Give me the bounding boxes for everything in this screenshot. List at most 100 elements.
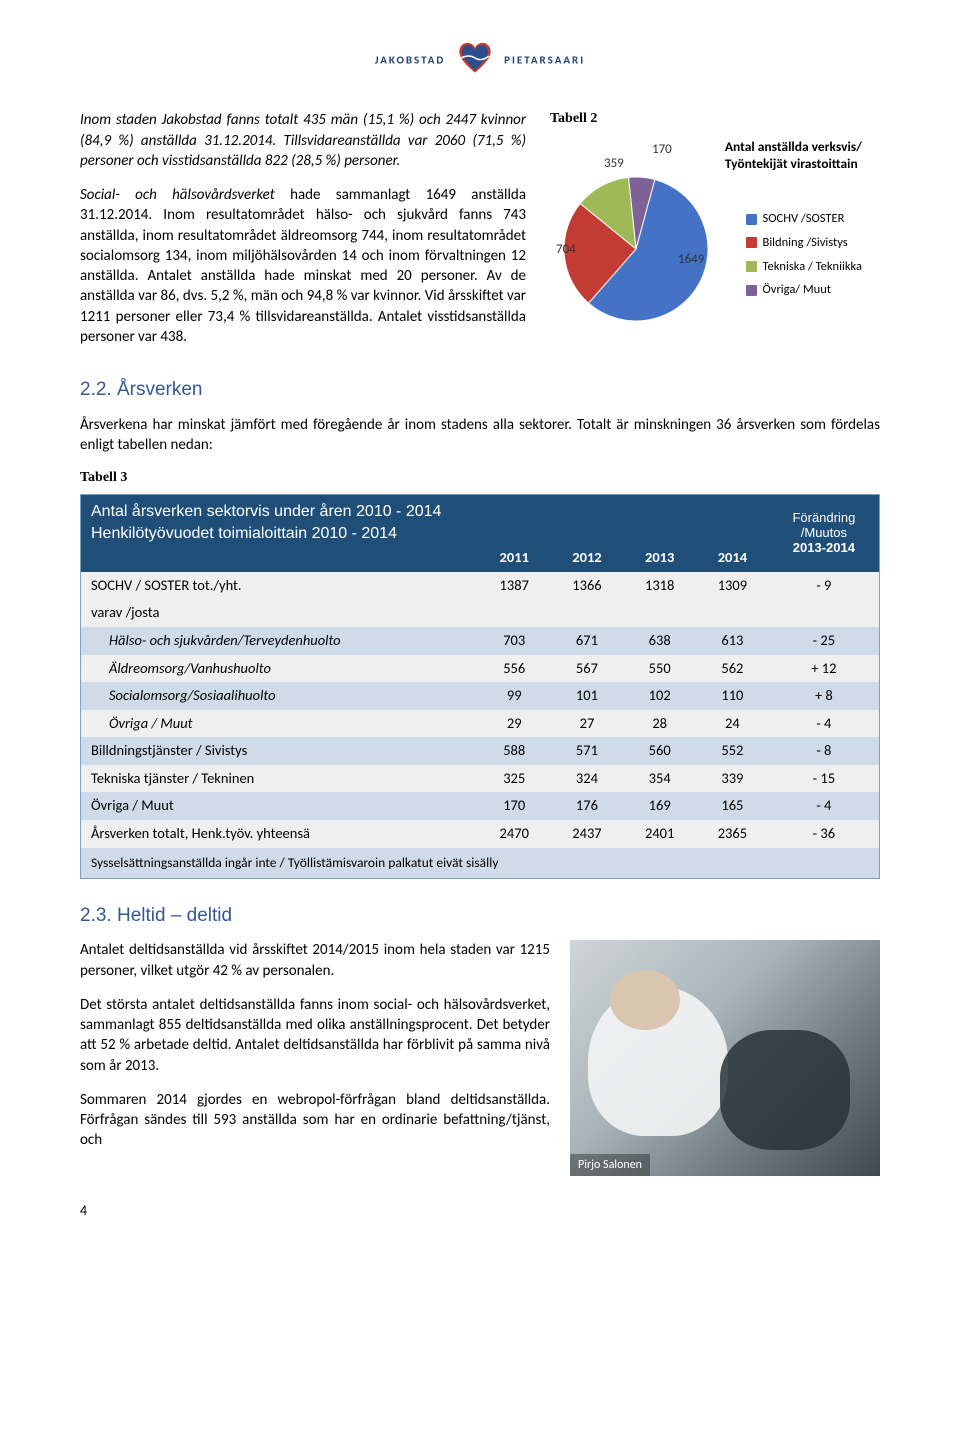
- legend-label: Övriga/ Muut: [763, 278, 831, 302]
- table-cell: 613: [696, 627, 769, 655]
- table-cell: 176: [551, 792, 624, 820]
- table-row-label: Hälso- och sjukvården/Terveydenhuolto: [81, 627, 478, 655]
- sec23-p3: Sommaren 2014 gjordes en webropol-förfrå…: [80, 1090, 550, 1151]
- table-row-label: Billdningstjänster / Sivistys: [81, 737, 478, 765]
- table-title-l1: Antal årsverken sektorvis under åren 201…: [91, 501, 759, 523]
- table-row-label: varav /josta: [81, 599, 478, 627]
- table-cell: 638: [623, 627, 696, 655]
- table-cell: 2470: [478, 820, 551, 848]
- pie-label-359: 359: [604, 155, 624, 173]
- table-change-cell: - 15: [769, 765, 879, 793]
- table-cell: 560: [623, 737, 696, 765]
- table-cell: 556: [478, 655, 551, 683]
- table3-label: Tabell 3: [80, 469, 880, 488]
- pie-legend-item: Övriga/ Muut: [746, 278, 862, 302]
- table-cell: 588: [478, 737, 551, 765]
- pie-legend-item: Bildning /Sivistys: [746, 231, 862, 255]
- legend-label: SOCHV /SOSTER: [763, 207, 845, 231]
- section-2-3-heading: 2.3. Heltid – deltid: [80, 903, 880, 929]
- table-change-cell: - 36: [769, 820, 879, 848]
- table-year-header: 2013: [623, 544, 696, 572]
- table-row: Årsverken totalt, Henk.työv. yhteensä247…: [81, 820, 879, 848]
- legend-swatch: [746, 261, 757, 272]
- table-change-cell: [769, 599, 879, 627]
- table-row: Hälso- och sjukvården/Terveydenhuolto703…: [81, 627, 879, 655]
- table-cell: 170: [478, 792, 551, 820]
- table-footnote-row: Sysselsättningsanställda ingår inte / Ty…: [81, 848, 879, 878]
- table-cell: 2437: [551, 820, 624, 848]
- table-cell: [551, 599, 624, 627]
- legend-swatch: [746, 214, 757, 225]
- intro-paragraph-1: Inom staden Jakobstad fanns totalt 435 m…: [80, 110, 526, 171]
- table-row: Billdningstjänster / Sivistys58857156055…: [81, 737, 879, 765]
- table-row: Äldreomsorg/Vanhushuolto556567550562+ 12: [81, 655, 879, 683]
- table-year-header: 2014: [696, 544, 769, 572]
- table-cell: 703: [478, 627, 551, 655]
- table-row: Övriga / Muut29272824- 4: [81, 710, 879, 738]
- pie-legend: SOCHV /SOSTERBildning /SivistysTekniska …: [746, 207, 862, 302]
- table-cell: 550: [623, 655, 696, 683]
- header-logo: JAKOBSTAD PIETARSAARI: [80, 40, 880, 80]
- table-row-label: Socialomsorg/Sosiaalihuolto: [81, 682, 478, 710]
- table-cell: 562: [696, 655, 769, 683]
- pie-svg: [550, 135, 722, 335]
- table-row: SOCHV / SOSTER tot./yht.1387136613181309…: [81, 572, 879, 600]
- intro-paragraph-2: Social- och hälsovårdsverket hade samman…: [80, 185, 526, 347]
- pie-chart: Antal anställda verksvis/Työntekijät vir…: [550, 135, 862, 367]
- table-cell: 24: [696, 710, 769, 738]
- table-cell: [696, 599, 769, 627]
- table-cell: [478, 599, 551, 627]
- legend-label: Bildning /Sivistys: [763, 231, 848, 255]
- table-cell: 29: [478, 710, 551, 738]
- table-cell: 1318: [623, 572, 696, 600]
- table-cell: 27: [551, 710, 624, 738]
- table-change-cell: - 9: [769, 572, 879, 600]
- table-change-cell: + 8: [769, 682, 879, 710]
- logo-heart-icon: [455, 40, 495, 80]
- table-change-cell: - 4: [769, 710, 879, 738]
- table-cell: 2401: [623, 820, 696, 848]
- section-2-2-heading: 2.2. Årsverken: [80, 377, 880, 403]
- pie-legend-item: Tekniska / Tekniikka: [746, 255, 862, 279]
- table-row-label: Äldreomsorg/Vanhushuolto: [81, 655, 478, 683]
- table-cell: 169: [623, 792, 696, 820]
- legend-swatch: [746, 237, 757, 248]
- table-cell: 102: [623, 682, 696, 710]
- legend-swatch: [746, 285, 757, 296]
- table-cell: 325: [478, 765, 551, 793]
- photo-caption: Pirjo Salonen: [570, 1154, 650, 1176]
- table-title-l2: Henkilötyövuodet toimialoittain 2010 - 2…: [91, 523, 759, 545]
- table-cell: 324: [551, 765, 624, 793]
- table-cell: 671: [551, 627, 624, 655]
- table-cell: 28: [623, 710, 696, 738]
- arsverken-table: Antal årsverken sektorvis under åren 201…: [80, 494, 880, 879]
- pie-legend-item: SOCHV /SOSTER: [746, 207, 862, 231]
- table-row: Socialomsorg/Sosiaalihuolto99101102110+ …: [81, 682, 879, 710]
- table-cell: 1309: [696, 572, 769, 600]
- table-change-cell: - 4: [769, 792, 879, 820]
- table-year-header: 2011: [478, 544, 551, 572]
- table-row-label: SOCHV / SOSTER tot./yht.: [81, 572, 478, 600]
- table-cell: 101: [551, 682, 624, 710]
- table-cell: 571: [551, 737, 624, 765]
- pie-label-170: 170: [652, 141, 672, 159]
- table-row-label: Tekniska tjänster / Tekninen: [81, 765, 478, 793]
- table-cell: 110: [696, 682, 769, 710]
- table-row: Tekniska tjänster / Tekninen325324354339…: [81, 765, 879, 793]
- table2-label: Tabell 2: [550, 110, 880, 129]
- pie-label-1649: 1649: [678, 251, 704, 269]
- pie-title: Antal anställda verksvis/Työntekijät vir…: [725, 139, 862, 173]
- table-change-cell: - 8: [769, 737, 879, 765]
- table-cell: 339: [696, 765, 769, 793]
- table-row-label: Årsverken totalt, Henk.työv. yhteensä: [81, 820, 478, 848]
- table-change-cell: - 25: [769, 627, 879, 655]
- table-cell: 552: [696, 737, 769, 765]
- logo-text-right: PIETARSAARI: [504, 54, 585, 67]
- table-row: Övriga / Muut170176169165- 4: [81, 792, 879, 820]
- table-row-label: Övriga / Muut: [81, 792, 478, 820]
- section-2-2-paragraph: Årsverkena har minskat jämfört med föreg…: [80, 415, 880, 456]
- sec23-p1: Antalet deltidsanställda vid årsskiftet …: [80, 940, 550, 981]
- page-number: 4: [80, 1202, 880, 1221]
- table-year-header: 2012: [551, 544, 624, 572]
- table-cell: 1387: [478, 572, 551, 600]
